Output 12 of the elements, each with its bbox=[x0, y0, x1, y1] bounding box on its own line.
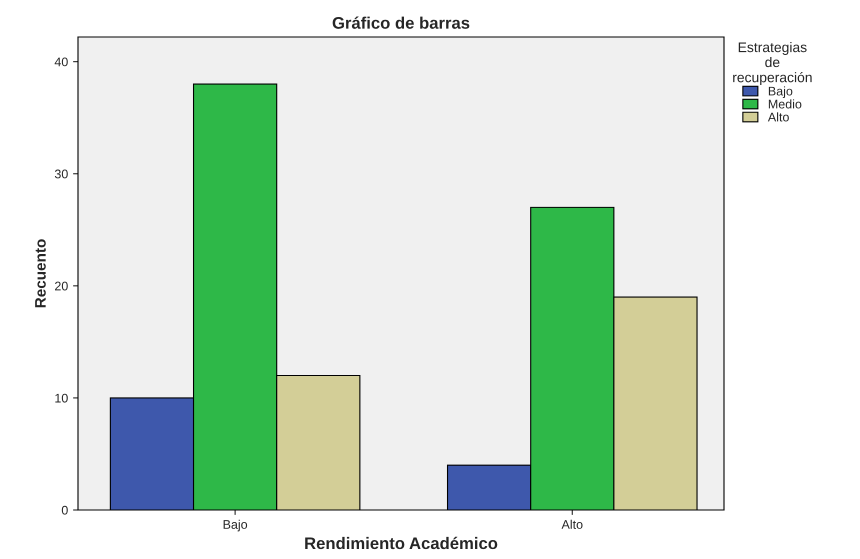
y-tick-label: 30 bbox=[54, 170, 68, 178]
legend-label: Alto bbox=[768, 112, 789, 122]
chart-title: Gráfico de barras bbox=[332, 16, 470, 29]
y-tick-label: 0 bbox=[62, 506, 68, 515]
legend-title: Estrategias de recuperación bbox=[733, 42, 812, 86]
y-tick-label: 40 bbox=[54, 57, 68, 66]
legend-label: Medio bbox=[768, 99, 802, 109]
y-axis-title: Recuento bbox=[35, 239, 46, 308]
x-axis-title: Rendimiento Académico bbox=[305, 536, 498, 550]
y-tick-label: 10 bbox=[55, 394, 68, 403]
legend-label: Bajo bbox=[768, 86, 792, 98]
y-tick-label: 20 bbox=[55, 282, 68, 290]
